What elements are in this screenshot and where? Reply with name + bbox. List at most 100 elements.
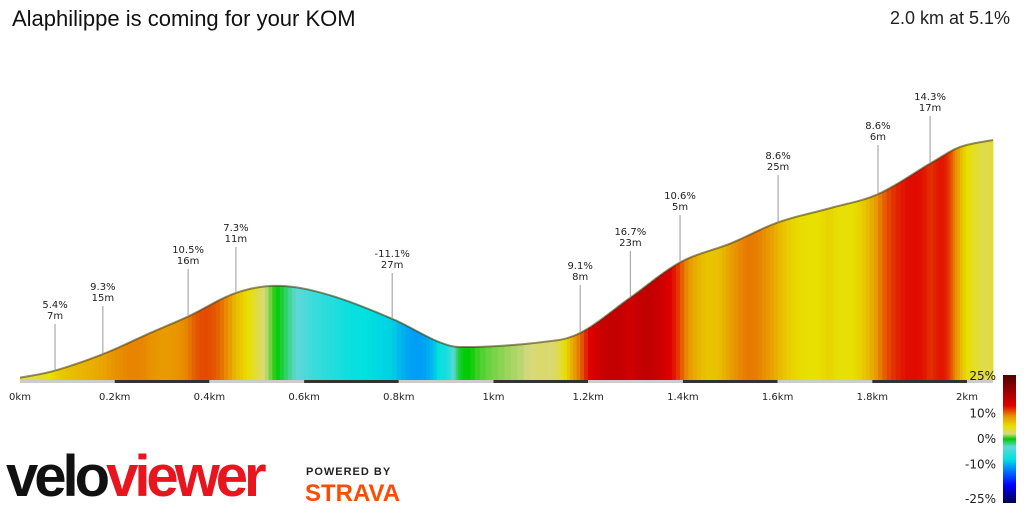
profile-slice bbox=[957, 147, 961, 380]
veloviewer-logo: veloviewer bbox=[6, 444, 267, 509]
profile-slice bbox=[447, 345, 451, 380]
profile-slice bbox=[51, 370, 56, 380]
annotation-length: 5m bbox=[672, 202, 688, 213]
x-tick-label: 0km bbox=[9, 392, 31, 403]
profile-slice bbox=[754, 230, 759, 380]
profile-slice bbox=[261, 286, 266, 380]
x-tick-label: 2km bbox=[956, 392, 978, 403]
profile-slice bbox=[905, 176, 911, 380]
profile-slice bbox=[587, 325, 593, 380]
profile-slice bbox=[485, 346, 493, 380]
profile-slice bbox=[750, 232, 755, 380]
profile-slice bbox=[463, 347, 467, 380]
profile-slice bbox=[790, 217, 796, 380]
profile-slice bbox=[387, 316, 393, 380]
profile-slice bbox=[223, 295, 229, 380]
distance-scale-segment bbox=[682, 380, 778, 383]
powered-by-label: POWERED BY bbox=[306, 466, 392, 478]
profile-slice bbox=[114, 347, 120, 380]
profile-slice bbox=[613, 307, 618, 380]
x-tick-label: 1.6km bbox=[762, 392, 793, 403]
profile-slice bbox=[504, 345, 512, 380]
profile-slice bbox=[730, 241, 735, 380]
profile-slice bbox=[989, 140, 992, 380]
profile-slice bbox=[219, 297, 225, 380]
profile-slice bbox=[41, 373, 45, 380]
legend-label: -25% bbox=[965, 492, 996, 506]
profile-slice bbox=[535, 342, 541, 380]
x-tick-label: 1.8km bbox=[857, 392, 888, 403]
profile-slice bbox=[232, 292, 237, 380]
profile-slice bbox=[325, 293, 331, 380]
annotation-length: 7m bbox=[47, 311, 63, 322]
annotation-grade: 8.6% bbox=[765, 151, 790, 162]
profile-slice bbox=[178, 319, 182, 380]
profile-slice bbox=[877, 192, 883, 380]
profile-slice bbox=[303, 288, 309, 380]
profile-slice bbox=[742, 236, 747, 380]
profile-slice bbox=[215, 299, 221, 380]
annotation-grade: 10.5% bbox=[172, 245, 204, 256]
profile-slice bbox=[948, 151, 951, 380]
profile-slice bbox=[172, 322, 176, 380]
profile-slice bbox=[66, 365, 71, 380]
profile-slice bbox=[926, 163, 931, 380]
profile-slice bbox=[451, 346, 455, 380]
profile-slice bbox=[58, 368, 63, 380]
chart-title: Alaphilippe is coming for your KOM bbox=[12, 6, 356, 31]
profile-slice bbox=[564, 338, 568, 380]
profile-slice bbox=[981, 141, 985, 380]
distance-scale-segment bbox=[588, 380, 683, 383]
profile-slice bbox=[339, 298, 346, 380]
profile-slice bbox=[962, 145, 967, 380]
profile-slice bbox=[608, 310, 614, 380]
profile-slice bbox=[943, 153, 947, 380]
profile-slice bbox=[291, 286, 297, 380]
profile-slice bbox=[861, 198, 867, 380]
profile-slice bbox=[529, 342, 536, 380]
profile-slice bbox=[684, 258, 689, 380]
profile-slice bbox=[651, 278, 656, 380]
profile-slice bbox=[630, 294, 635, 380]
profile-slice bbox=[321, 292, 326, 380]
profile-slice bbox=[936, 158, 940, 380]
profile-slice bbox=[135, 338, 140, 380]
profile-slice bbox=[491, 346, 499, 380]
distance-scale-segment bbox=[493, 380, 589, 383]
profile-slice bbox=[570, 336, 574, 380]
profile-slice bbox=[576, 332, 581, 380]
profile-slice bbox=[642, 285, 648, 380]
profile-slice bbox=[366, 308, 373, 380]
profile-slice bbox=[769, 223, 775, 380]
annotation-grade: 8.6% bbox=[865, 121, 890, 132]
profile-slice bbox=[971, 143, 976, 380]
legend-label: 10% bbox=[969, 406, 996, 420]
profile-slice bbox=[799, 214, 805, 380]
profile-slice bbox=[37, 373, 42, 380]
profile-slice bbox=[909, 173, 915, 380]
profile-slice bbox=[211, 301, 217, 380]
profile-slice bbox=[959, 146, 964, 380]
profile-slice bbox=[55, 369, 59, 380]
distance-scale-segment bbox=[872, 380, 967, 383]
profile-slice bbox=[106, 350, 112, 380]
annotation-length: 6m bbox=[870, 132, 886, 143]
profile-slice bbox=[539, 341, 545, 380]
profile-slice bbox=[965, 144, 970, 380]
profile-slice bbox=[523, 343, 530, 380]
profile-slice bbox=[914, 170, 919, 380]
profile-slice bbox=[596, 320, 601, 380]
profile-slice bbox=[544, 341, 549, 380]
profile-slice bbox=[821, 209, 826, 380]
profile-slice bbox=[142, 334, 147, 380]
profile-slice bbox=[345, 300, 351, 380]
legend-label: -10% bbox=[965, 458, 996, 472]
profile-slice bbox=[853, 201, 859, 380]
profile-slice bbox=[548, 340, 553, 380]
profile-slice bbox=[567, 337, 571, 380]
profile-slice bbox=[82, 360, 87, 380]
profile-slice bbox=[984, 141, 988, 380]
profile-slice bbox=[175, 320, 179, 380]
annotation-length: 23m bbox=[619, 238, 641, 249]
x-tick-label: 1.4km bbox=[667, 392, 698, 403]
